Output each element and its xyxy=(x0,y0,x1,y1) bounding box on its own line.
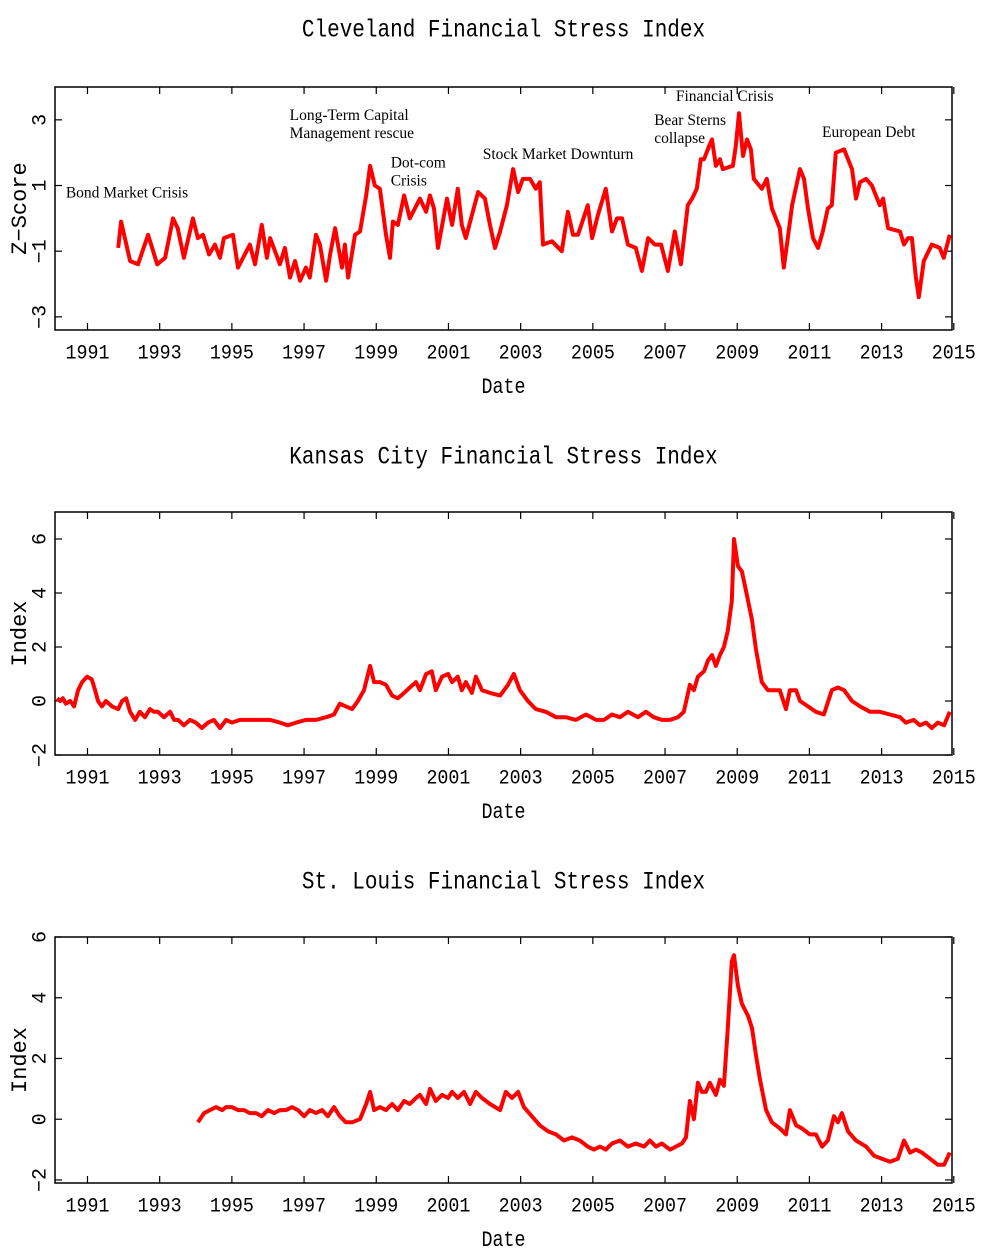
y-tick-label: 2 xyxy=(29,641,52,653)
annotation-line: Long-Term Capital xyxy=(290,107,409,124)
chart-title: Kansas City Financial Stress Index xyxy=(289,443,717,472)
y-tick-label: 1 xyxy=(29,180,52,192)
x-tick-label: 2013 xyxy=(860,1195,904,1218)
plot-frame xyxy=(54,511,953,756)
y-tick-label: −2 xyxy=(29,1168,52,1192)
annotation-line: Management rescue xyxy=(290,125,414,142)
x-tick-label: 1999 xyxy=(354,342,398,365)
x-tick-label: 1997 xyxy=(282,342,326,365)
x-tick-label: 2007 xyxy=(643,767,687,790)
x-tick-label: 1997 xyxy=(282,1195,326,1218)
x-tick-label: 2003 xyxy=(499,1195,543,1218)
annotation-line: Bond Market Crisis xyxy=(66,184,188,201)
x-tick-label: 2005 xyxy=(571,1195,615,1218)
x-tick-label: 2001 xyxy=(426,767,470,790)
x-tick-label: 2007 xyxy=(643,1195,687,1218)
annotation: Stock Market Downturn xyxy=(483,146,634,163)
x-tick-label: 2005 xyxy=(571,342,615,365)
chart-panel: St. Louis Financial Stress Index 1991 1993… xyxy=(8,868,976,1251)
x-tick-label: 2009 xyxy=(715,1195,759,1218)
y-tick-label: −1 xyxy=(29,239,52,263)
x-tick-label: 2011 xyxy=(787,1195,831,1218)
plot-frame xyxy=(54,936,953,1184)
x-axis-label: Date xyxy=(482,375,526,400)
annotation: Long-Term Capital Management rescue xyxy=(290,107,414,142)
x-tick-label: 2005 xyxy=(571,767,615,790)
y-axis-label: Z−Score xyxy=(8,162,33,254)
series-line xyxy=(55,537,952,730)
annotation: Dot-com Crisis xyxy=(391,154,446,189)
y-axis-label: Index xyxy=(8,1027,33,1093)
x-tick-label: 1995 xyxy=(210,1195,254,1218)
x-tick-label: 1999 xyxy=(354,1195,398,1218)
x-tick-label: 1995 xyxy=(210,342,254,365)
x-tick-label: 1991 xyxy=(65,767,109,790)
x-tick-label: 1999 xyxy=(354,767,398,790)
x-tick-label: 1993 xyxy=(138,342,182,365)
series-line xyxy=(196,953,952,1167)
y-tick-label: 0 xyxy=(29,1113,52,1125)
x-tick-label: 1991 xyxy=(65,1195,109,1218)
x-tick-label: 2001 xyxy=(426,1195,470,1218)
y-tick-label: 0 xyxy=(29,695,52,707)
x-tick-label: 2003 xyxy=(499,342,543,365)
annotation-line: Bear Sterns xyxy=(654,112,726,129)
annotation-line: European Debt xyxy=(822,124,916,141)
x-tick-label: 2003 xyxy=(499,767,543,790)
y-tick-label: −3 xyxy=(29,305,52,329)
annotation: Financial Crisis xyxy=(676,88,774,105)
chart-panel: Kansas City Financial Stress Index 1991 19… xyxy=(8,443,976,825)
x-tick-label: 2015 xyxy=(932,767,976,790)
x-axis-label: Date xyxy=(482,1228,526,1251)
annotation: Bear Sterns collapse xyxy=(654,112,726,147)
y-tick-label: −2 xyxy=(29,743,52,767)
annotation-line: Crisis xyxy=(391,172,427,189)
x-tick-label: 2015 xyxy=(932,342,976,365)
x-axis-label: Date xyxy=(482,800,526,825)
annotation-line: Stock Market Downturn xyxy=(483,146,634,163)
x-tick-label: 2011 xyxy=(787,767,831,790)
x-tick-label: 2015 xyxy=(932,1195,976,1218)
x-tick-label: 1993 xyxy=(138,767,182,790)
y-tick-label: 4 xyxy=(29,587,52,599)
x-tick-label: 2013 xyxy=(860,342,904,365)
plot-frame xyxy=(54,86,953,331)
x-tick-label: 2009 xyxy=(715,342,759,365)
chart-title: Cleveland Financial Stress Index xyxy=(302,16,705,45)
annotation-line: Financial Crisis xyxy=(676,88,774,105)
x-tick-label: 1991 xyxy=(65,342,109,365)
annotation: Bond Market Crisis xyxy=(66,184,188,201)
y-tick-label: 4 xyxy=(29,992,52,1004)
series-line xyxy=(116,111,952,300)
annotation-line: Dot-com xyxy=(391,154,446,171)
x-tick-label: 1997 xyxy=(282,767,326,790)
x-tick-label: 2011 xyxy=(787,342,831,365)
x-tick-label: 2009 xyxy=(715,767,759,790)
x-tick-label: 2007 xyxy=(643,342,687,365)
y-axis-label: Index xyxy=(8,600,33,666)
y-tick-label: 3 xyxy=(29,114,52,126)
chart-panel: Cleveland Financial Stress Index 1991 1993… xyxy=(8,16,976,400)
y-tick-label: 6 xyxy=(29,931,52,943)
x-tick-label: 2001 xyxy=(426,342,470,365)
annotation-line: collapse xyxy=(654,130,705,147)
chart-title: St. Louis Financial Stress Index xyxy=(302,868,705,897)
x-tick-label: 2013 xyxy=(860,767,904,790)
y-tick-label: 6 xyxy=(29,533,52,545)
x-tick-label: 1993 xyxy=(138,1195,182,1218)
y-tick-label: 2 xyxy=(29,1052,52,1064)
x-tick-label: 1995 xyxy=(210,767,254,790)
annotation: European Debt xyxy=(822,124,916,141)
